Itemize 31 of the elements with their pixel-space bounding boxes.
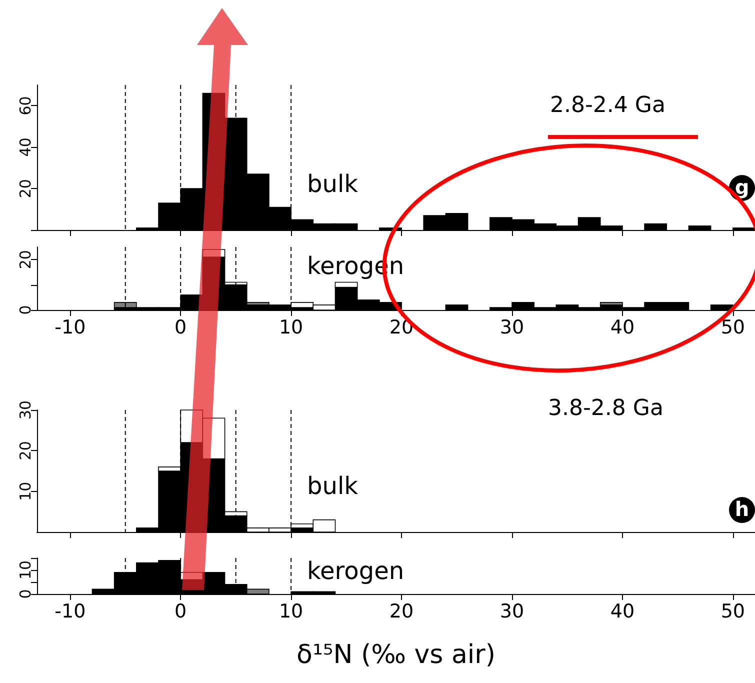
x-tick-label: 50: [720, 600, 745, 622]
x-tick-label: 10: [278, 600, 304, 622]
x-tick-label: 40: [610, 316, 635, 338]
x-tick-label: 20: [389, 600, 414, 622]
annotation: 2.8-2.4 Ga: [550, 93, 666, 118]
x-tick-label: 10: [278, 316, 304, 338]
y-tick-label: 30: [16, 400, 34, 420]
x-tick-label: 0: [174, 316, 187, 338]
x-tick-label: 30: [500, 600, 524, 622]
y-tick-label: 0: [16, 305, 34, 315]
y-tick-label: 10: [16, 482, 34, 501]
y-tick-label: 40: [16, 138, 34, 157]
y-tick-label: 10: [16, 560, 34, 580]
y-tick-label: 20: [16, 250, 34, 270]
x-tick-label: 0: [174, 600, 187, 622]
annotation: g: [729, 175, 755, 201]
annotation: 3.8-2.8 Ga: [548, 396, 664, 421]
annotation: bulk: [307, 472, 358, 500]
x-axis-title: δ¹⁵N (‰ vs air): [296, 640, 496, 670]
y-tick-label: 0: [16, 589, 34, 599]
x-tick-label: -10: [54, 316, 86, 338]
annotation: kerogen: [307, 557, 404, 585]
x-tick-label: 50: [720, 316, 745, 338]
x-tick-label: 40: [610, 600, 635, 622]
x-tick-label: 30: [500, 316, 524, 338]
x-tick-label: -10: [54, 600, 86, 622]
y-tick-label: 60: [16, 96, 34, 116]
y-tick-label: 20: [16, 441, 34, 460]
annotation: h: [729, 497, 755, 523]
y-tick-label: 20: [16, 179, 34, 198]
annotation: bulk: [307, 170, 358, 198]
